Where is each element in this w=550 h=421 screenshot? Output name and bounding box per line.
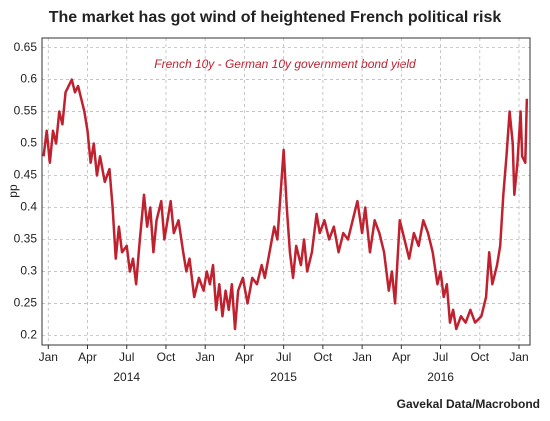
x-tick-label: Oct [157, 350, 176, 364]
y-tick-label: 0.35 [14, 232, 38, 246]
x-tick-label: Apr [392, 350, 411, 364]
y-tick-label: 0.45 [14, 168, 38, 182]
y-tick-label: 0.2 [20, 328, 37, 342]
x-tick-label: Apr [235, 350, 254, 364]
y-tick-label: 0.55 [14, 104, 38, 118]
x-tick-label: Jul [119, 350, 134, 364]
y-tick-label: 0.25 [14, 296, 38, 310]
y-tick-label: 0.65 [14, 40, 38, 54]
y-tick-label: 0.6 [20, 72, 37, 86]
source: Gavekal Data/Macrobond [397, 397, 540, 411]
x-tick-label: Jul [276, 350, 291, 364]
x-tick-label: Jan [509, 350, 528, 364]
x-tick-label: Apr [78, 350, 97, 364]
annotation: French 10y - German 10y government bond … [154, 57, 416, 71]
y-tick-label: 0.3 [20, 264, 37, 278]
plot-frame [41, 37, 531, 346]
x-tick-label: Jan [352, 350, 371, 364]
x-tick-label: Oct [470, 350, 489, 364]
x-tick-label: Jan [196, 350, 215, 364]
x-tick-label: Jan [39, 350, 58, 364]
y-tick-label: 0.5 [20, 136, 37, 150]
x-tick-label: Oct [314, 350, 333, 364]
data-line [42, 78, 529, 331]
y-tick-label: 0.4 [20, 200, 37, 214]
x-year-label: 2014 [113, 370, 140, 384]
x-year-label: 2015 [270, 370, 297, 384]
y-axis-label: pp [6, 184, 20, 198]
x-year-label: 2016 [427, 370, 454, 384]
x-tick-label: Jul [433, 350, 448, 364]
chart-title: The market has got wind of heightened Fr… [49, 9, 502, 26]
